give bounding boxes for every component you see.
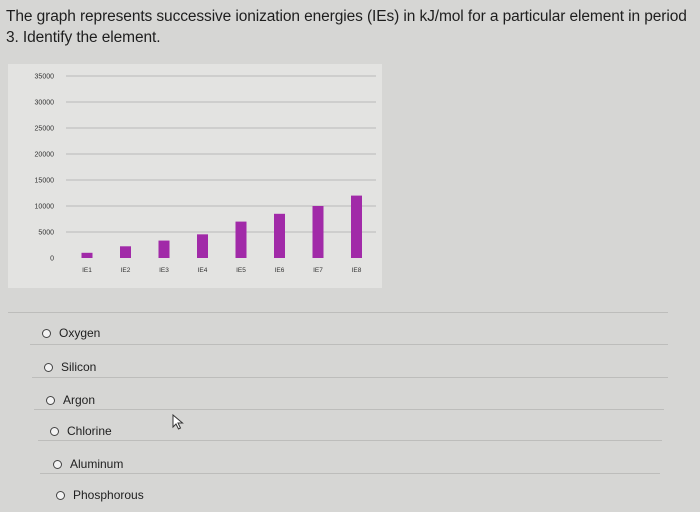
bar-ie6 — [274, 213, 285, 258]
x-tick-label: IE5 — [236, 267, 246, 274]
option-chlorine[interactable]: Chlorine — [50, 424, 112, 438]
bar-ie1 — [81, 252, 93, 258]
mouse-pointer-icon — [172, 414, 184, 430]
bar-ie7 — [312, 206, 324, 258]
y-tick-label: 20000 — [35, 152, 55, 159]
y-tick-label: 0 — [50, 256, 54, 263]
option-oxygen[interactable]: Oxygen — [42, 326, 100, 340]
option-divider — [38, 440, 662, 441]
option-label: Argon — [63, 393, 96, 407]
y-tick-label: 5000 — [38, 230, 54, 237]
bar-ie3 — [158, 240, 170, 258]
option-label: Aluminum — [70, 457, 124, 471]
radio-button[interactable] — [44, 362, 53, 372]
x-tick-label: IE1 — [82, 267, 92, 274]
x-tick-label: IE8 — [352, 267, 362, 274]
option-label: Oxygen — [59, 326, 101, 340]
y-tick-label: 30000 — [35, 100, 55, 107]
y-tick-label: 10000 — [35, 204, 55, 211]
x-tick-label: IE3 — [159, 267, 169, 274]
bar-ie5 — [235, 221, 247, 258]
x-tick-label: IE4 — [198, 267, 208, 274]
option-divider — [30, 344, 668, 345]
bar-ie2 — [120, 246, 131, 258]
question-text: The graph represents successive ionizati… — [6, 8, 687, 46]
bar-ie4 — [197, 234, 208, 258]
radio-button[interactable] — [50, 426, 59, 436]
option-phosphorous[interactable]: Phosphorous — [56, 488, 144, 502]
option-argon[interactable]: Argon — [46, 393, 95, 407]
x-tick-label: IE6 — [275, 267, 285, 274]
radio-button[interactable] — [46, 395, 55, 405]
x-axis-ticks: IE1 IE2 IE3 IE4 IE5 IE6 IE7 IE8 — [82, 267, 362, 274]
option-label: Phosphorous — [73, 488, 144, 502]
y-tick-label: 15000 — [35, 178, 55, 185]
option-divider — [32, 377, 668, 378]
chart-grid — [66, 75, 376, 233]
y-tick-label: 35000 — [35, 74, 55, 81]
option-divider — [34, 409, 664, 410]
radio-button[interactable] — [53, 459, 62, 469]
x-tick-label: IE2 — [121, 267, 131, 274]
radio-button[interactable] — [42, 328, 51, 338]
x-tick-label: IE7 — [313, 267, 323, 274]
chart-bars — [81, 195, 362, 258]
y-axis-ticks: 0 5000 10000 15000 20000 25000 30000 35000 — [35, 74, 55, 263]
ionization-energy-chart: 0 5000 10000 15000 20000 25000 30000 35000 IE1 I… — [8, 64, 382, 288]
option-silicon[interactable]: Silicon — [44, 360, 96, 374]
option-label: Silicon — [61, 360, 97, 374]
option-label: Chlorine — [67, 424, 112, 438]
y-tick-label: 25000 — [35, 126, 55, 133]
radio-button[interactable] — [56, 490, 65, 500]
section-divider — [8, 312, 668, 313]
bar-ie8 — [351, 195, 362, 258]
option-divider — [40, 473, 660, 474]
option-aluminum[interactable]: Aluminum — [53, 457, 123, 471]
